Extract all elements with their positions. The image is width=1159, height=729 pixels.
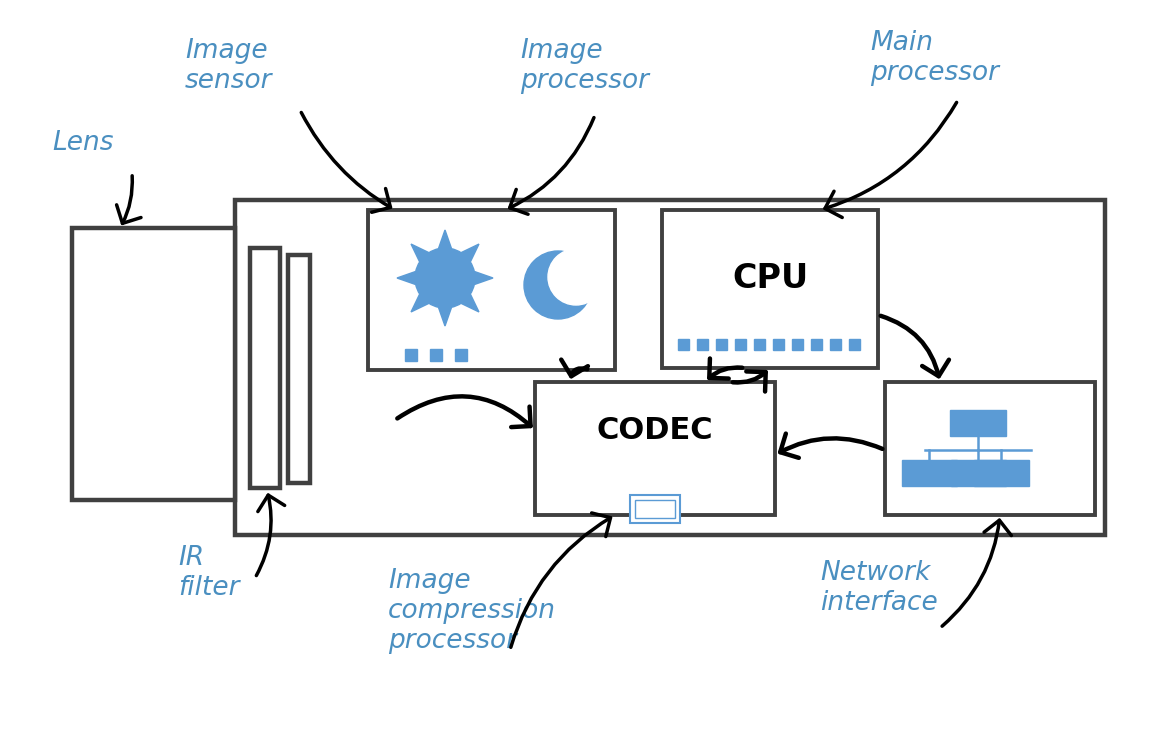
Bar bbox=[369, 210, 615, 370]
Polygon shape bbox=[460, 293, 479, 312]
Text: Main
processor: Main processor bbox=[870, 30, 999, 86]
Polygon shape bbox=[411, 244, 430, 263]
Bar bbox=[773, 339, 783, 350]
Bar bbox=[952, 460, 1006, 486]
Polygon shape bbox=[438, 306, 452, 326]
Polygon shape bbox=[460, 244, 479, 263]
Bar bbox=[902, 460, 957, 486]
Polygon shape bbox=[411, 293, 430, 312]
Polygon shape bbox=[473, 271, 493, 285]
Bar bbox=[950, 410, 1006, 436]
Bar bbox=[735, 339, 746, 350]
Text: Image
processor: Image processor bbox=[520, 38, 649, 94]
Bar bbox=[811, 339, 822, 350]
Text: Image
sensor: Image sensor bbox=[185, 38, 272, 94]
Bar bbox=[830, 339, 841, 350]
Text: Image
compression
processor: Image compression processor bbox=[388, 568, 556, 654]
Bar bbox=[792, 339, 803, 350]
Text: Lens: Lens bbox=[52, 130, 114, 156]
Circle shape bbox=[524, 251, 592, 319]
Bar bbox=[850, 339, 860, 350]
Bar bbox=[287, 255, 309, 483]
Bar bbox=[250, 248, 280, 488]
Bar bbox=[885, 382, 1095, 515]
Bar bbox=[974, 460, 1029, 486]
Text: IR
filter: IR filter bbox=[178, 545, 240, 601]
Bar bbox=[635, 500, 675, 518]
Bar bbox=[662, 210, 879, 368]
Bar bbox=[716, 339, 727, 350]
Bar bbox=[755, 339, 765, 350]
Polygon shape bbox=[398, 271, 417, 285]
Bar bbox=[630, 495, 680, 523]
Bar bbox=[72, 228, 235, 500]
Bar bbox=[697, 339, 708, 350]
Text: Network
interface: Network interface bbox=[821, 560, 938, 616]
Polygon shape bbox=[438, 230, 452, 250]
Bar bbox=[535, 382, 775, 515]
Circle shape bbox=[415, 248, 475, 308]
Bar bbox=[404, 349, 417, 361]
Circle shape bbox=[548, 249, 604, 305]
Bar bbox=[235, 200, 1105, 535]
Bar bbox=[430, 349, 442, 361]
Bar bbox=[678, 339, 688, 350]
Bar bbox=[455, 349, 467, 361]
Text: CODEC: CODEC bbox=[597, 416, 713, 445]
Text: CPU: CPU bbox=[731, 262, 808, 295]
